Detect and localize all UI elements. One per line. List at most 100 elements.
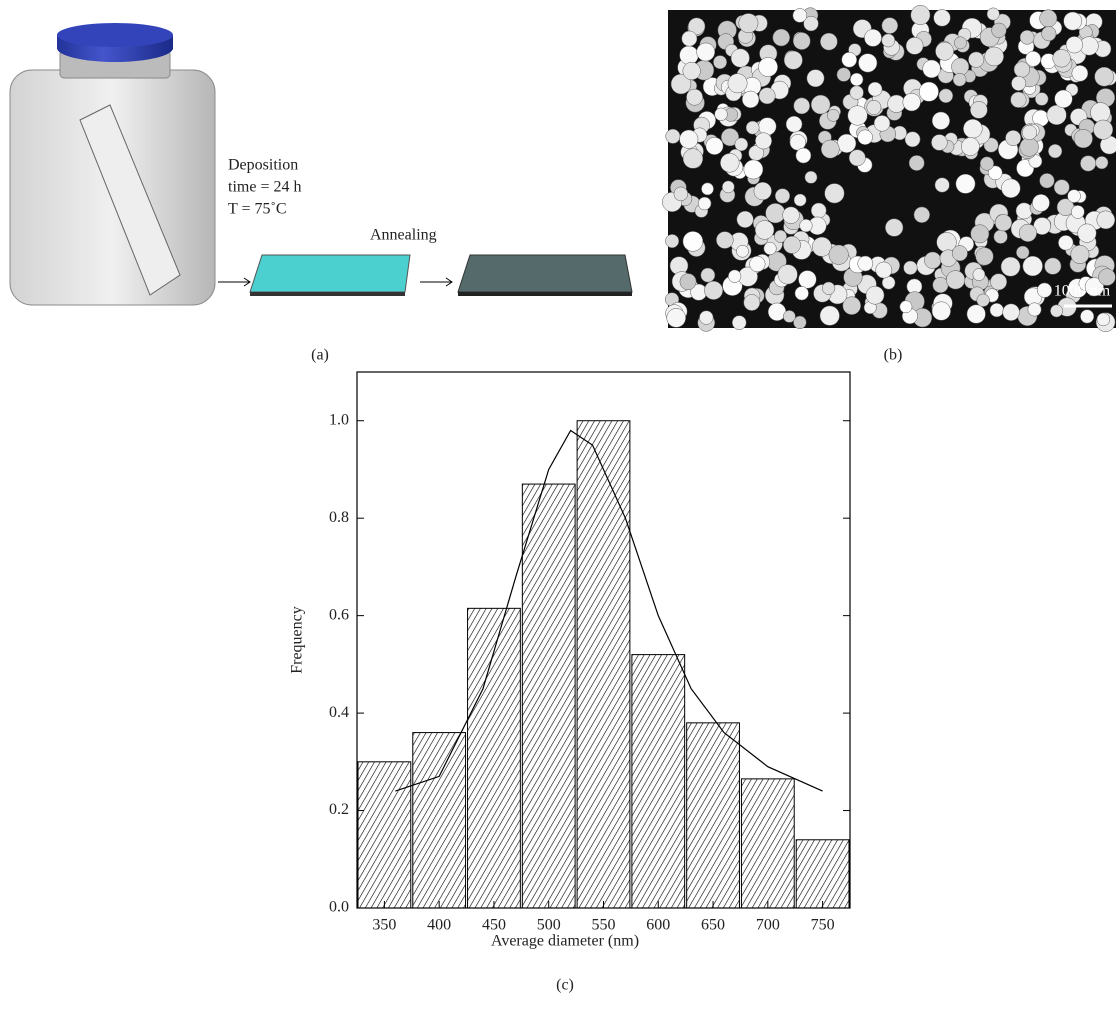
particle xyxy=(755,132,773,150)
particle xyxy=(1067,189,1081,203)
particle xyxy=(820,32,838,51)
particle xyxy=(792,32,811,50)
particle xyxy=(924,251,942,269)
particle xyxy=(785,115,803,133)
particle xyxy=(794,286,809,301)
sample-base xyxy=(458,292,632,296)
particle xyxy=(765,203,786,224)
particle xyxy=(904,131,921,148)
particle xyxy=(976,293,990,307)
particle xyxy=(994,214,1012,232)
particle xyxy=(847,105,868,126)
bar xyxy=(576,420,631,909)
particle xyxy=(666,308,686,328)
sample-deposited xyxy=(249,254,411,293)
particle xyxy=(688,17,706,35)
particle xyxy=(822,281,836,295)
particle xyxy=(961,137,980,156)
arrow-head xyxy=(445,277,453,287)
particle xyxy=(1070,205,1085,219)
particle xyxy=(679,273,697,291)
particle xyxy=(1071,65,1089,82)
panel-b: 1000 nm (b) xyxy=(662,5,1116,364)
label-time: time = 24 h xyxy=(228,179,301,196)
fit-curve xyxy=(395,429,823,792)
particle xyxy=(1058,235,1074,251)
particle xyxy=(795,147,812,164)
caption: (a) xyxy=(311,347,329,364)
particle xyxy=(1021,124,1038,141)
particle xyxy=(1050,304,1063,318)
y-tick-label: 0.2 xyxy=(329,801,349,818)
x-tick-label: 700 xyxy=(756,917,780,934)
particle xyxy=(1039,173,1055,189)
particle xyxy=(799,219,813,233)
particle xyxy=(727,73,748,94)
particle xyxy=(875,261,893,279)
particle xyxy=(681,30,698,47)
x-tick-label: 400 xyxy=(427,917,451,934)
particle xyxy=(1046,104,1067,126)
particle xyxy=(910,5,931,25)
particle xyxy=(749,255,766,273)
particle xyxy=(714,107,728,121)
particle xyxy=(736,210,754,228)
particle xyxy=(783,310,796,323)
particle xyxy=(881,33,896,48)
bar xyxy=(521,483,576,909)
particle xyxy=(1065,36,1083,54)
particle xyxy=(836,67,851,82)
particle xyxy=(713,55,727,70)
bar xyxy=(412,732,467,909)
particle xyxy=(1080,155,1097,172)
particle xyxy=(913,206,930,223)
particle xyxy=(1054,89,1073,109)
particle xyxy=(828,244,849,265)
particle xyxy=(804,170,818,184)
particle xyxy=(763,241,777,255)
particle xyxy=(734,137,749,152)
particle xyxy=(745,120,760,135)
particle xyxy=(881,17,899,34)
particle xyxy=(743,159,764,180)
histogram: Average diameter (nm) Frequency (c) 350 4… xyxy=(289,371,851,994)
particle xyxy=(741,90,760,109)
particle xyxy=(699,310,714,325)
particle xyxy=(955,173,976,194)
particle xyxy=(1098,268,1116,286)
particle xyxy=(887,94,906,113)
particle xyxy=(865,285,885,305)
x-tick-label: 350 xyxy=(372,917,396,934)
particle xyxy=(1016,245,1030,260)
particle xyxy=(700,267,716,283)
y-tick-label: 0.4 xyxy=(329,704,349,721)
particle xyxy=(1077,223,1097,243)
particle xyxy=(731,315,747,330)
particle xyxy=(1053,179,1070,196)
particle xyxy=(793,193,807,207)
particle xyxy=(979,156,994,171)
particle xyxy=(1018,223,1037,242)
particle xyxy=(783,50,803,70)
label-temperature: T = 75˚C xyxy=(228,201,287,218)
particle xyxy=(738,13,759,34)
particle xyxy=(1084,277,1104,297)
particle xyxy=(938,88,954,104)
particle xyxy=(903,260,918,275)
particle xyxy=(1090,102,1111,123)
particle xyxy=(1080,309,1095,324)
particle xyxy=(665,128,681,144)
particle xyxy=(1039,9,1058,28)
particle xyxy=(704,280,724,300)
particle xyxy=(935,41,954,61)
particle xyxy=(701,182,714,196)
particle xyxy=(931,301,951,321)
particle xyxy=(988,165,1003,181)
particle xyxy=(824,183,845,204)
particle xyxy=(922,59,941,79)
x-tick-label: 750 xyxy=(811,917,835,934)
particle xyxy=(1041,26,1057,42)
particle xyxy=(966,304,986,324)
particle xyxy=(991,22,1007,38)
particle xyxy=(975,247,994,266)
